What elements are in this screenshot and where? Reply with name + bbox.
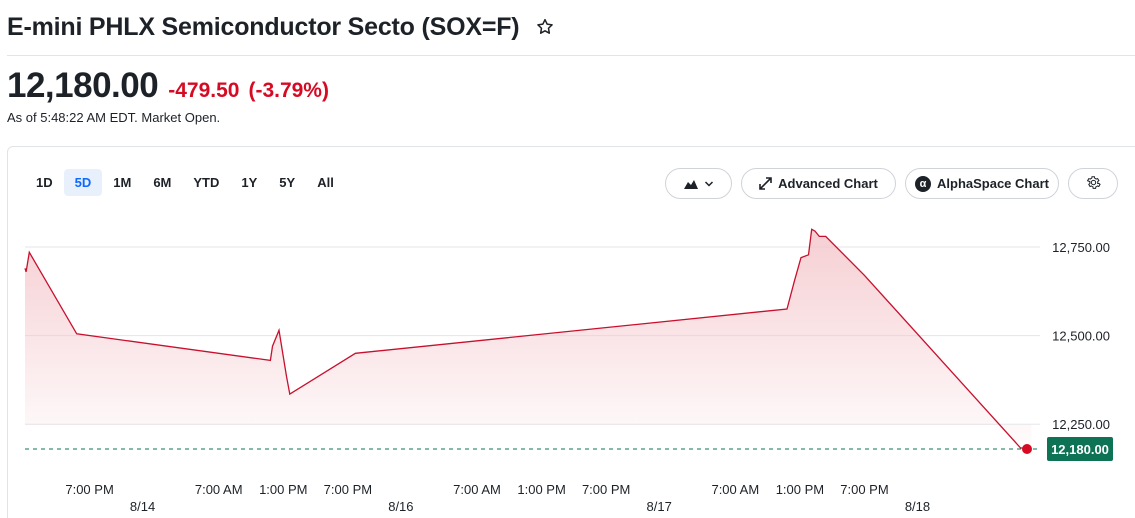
price-line (24, 228, 1032, 450)
range-6m[interactable]: 6M (153, 175, 172, 190)
market-status: As of 5:48:22 AM EDT. Market Open. (7, 110, 221, 125)
last-price-badge (1047, 437, 1113, 461)
range-5d[interactable]: 5D (63, 169, 103, 196)
price-area (25, 229, 1032, 449)
range-ytd[interactable]: YTD (193, 175, 220, 190)
price-change-percent: (-3.79%) (248, 79, 329, 102)
quote-price-block: 12,180.00 -479.50 (-3.79%) (7, 66, 329, 106)
range-all[interactable]: All (317, 175, 334, 190)
alphaspace-icon: α (915, 175, 931, 192)
expand-icon (759, 177, 772, 190)
range-1m[interactable]: 1M (113, 175, 132, 190)
last-price: 12,180.00 (7, 66, 159, 105)
star-icon-svg (537, 18, 554, 34)
x-tick-time: 7:00 PM (324, 482, 372, 497)
y-tick-label: 12,500.00 (1052, 329, 1110, 344)
last-price-dot (1022, 444, 1032, 454)
quote-header: E-mini PHLX Semiconductor Secto (SOX=F) (7, 10, 555, 44)
x-tick-time: 7:00 AM (453, 482, 501, 497)
x-tick-date: 8/14 (130, 499, 155, 514)
price-change: -479.50 (168, 79, 240, 102)
chart-panel (7, 146, 1135, 518)
x-tick-time: 7:00 PM (65, 482, 113, 497)
x-tick-time: 7:00 AM (711, 482, 759, 497)
range-1d[interactable]: 1D (36, 175, 53, 190)
header-divider (7, 55, 1135, 56)
range-5y[interactable]: 5Y (279, 175, 296, 190)
y-tick-label: 12,250.00 (1052, 417, 1110, 432)
y-tick-label: 12,750.00 (1052, 240, 1110, 255)
chart-type-button[interactable] (665, 168, 732, 199)
x-tick-date: 8/17 (647, 499, 672, 514)
last-price-badge-label: 12,180.00 (1051, 442, 1109, 457)
alphaspace-chart-label: AlphaSpace Chart (937, 176, 1049, 191)
x-tick-time: 1:00 PM (776, 482, 824, 497)
advanced-chart-label: Advanced Chart (778, 176, 878, 191)
star-icon[interactable] (535, 17, 555, 37)
alphaspace-chart-button[interactable]: α AlphaSpace Chart (905, 168, 1059, 199)
chart-settings-button[interactable] (1068, 168, 1118, 199)
x-tick-time: 7:00 PM (582, 482, 630, 497)
mountain-chart-icon (683, 179, 698, 189)
x-tick-date: 8/18 (905, 499, 930, 514)
x-tick-time: 7:00 PM (840, 482, 888, 497)
range-selector: 1D 5D 1M 6M YTD 1Y 5Y All (25, 169, 345, 196)
x-tick-time: 1:00 PM (259, 482, 307, 497)
x-tick-time: 1:00 PM (517, 482, 565, 497)
range-1y[interactable]: 1Y (241, 175, 258, 190)
gear-icon (1086, 175, 1101, 193)
page-title: E-mini PHLX Semiconductor Secto (SOX=F) (7, 12, 520, 41)
x-tick-date: 8/16 (388, 499, 413, 514)
advanced-chart-button[interactable]: Advanced Chart (741, 168, 896, 199)
x-tick-time: 7:00 AM (195, 482, 243, 497)
chevron-down-icon (704, 176, 714, 191)
